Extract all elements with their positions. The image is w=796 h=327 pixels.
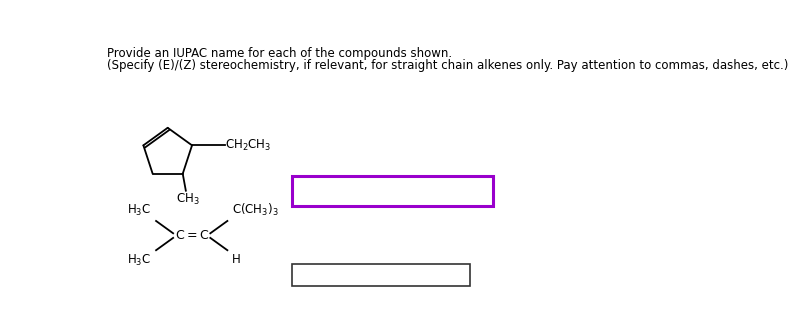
Text: $\mathrm{CH_2CH_3}$: $\mathrm{CH_2CH_3}$ bbox=[225, 138, 271, 153]
Text: H: H bbox=[232, 253, 240, 266]
Text: $\mathrm{H_3C}$: $\mathrm{H_3C}$ bbox=[127, 253, 151, 268]
Text: Provide an IUPAC name for each of the compounds shown.: Provide an IUPAC name for each of the co… bbox=[107, 47, 452, 60]
Bar bbox=[291, 264, 470, 286]
Text: $\mathrm{C{=}C}$: $\mathrm{C{=}C}$ bbox=[174, 229, 209, 242]
Bar bbox=[291, 176, 494, 206]
Text: $\mathrm{C(CH_3)_3}$: $\mathrm{C(CH_3)_3}$ bbox=[232, 202, 279, 218]
Text: $\mathrm{CH_3}$: $\mathrm{CH_3}$ bbox=[176, 192, 199, 207]
Text: (Specify (E)/(Z) stereochemistry, if relevant, for straight chain alkenes only. : (Specify (E)/(Z) stereochemistry, if rel… bbox=[107, 59, 789, 72]
Text: $\mathrm{H_3C}$: $\mathrm{H_3C}$ bbox=[127, 203, 151, 218]
